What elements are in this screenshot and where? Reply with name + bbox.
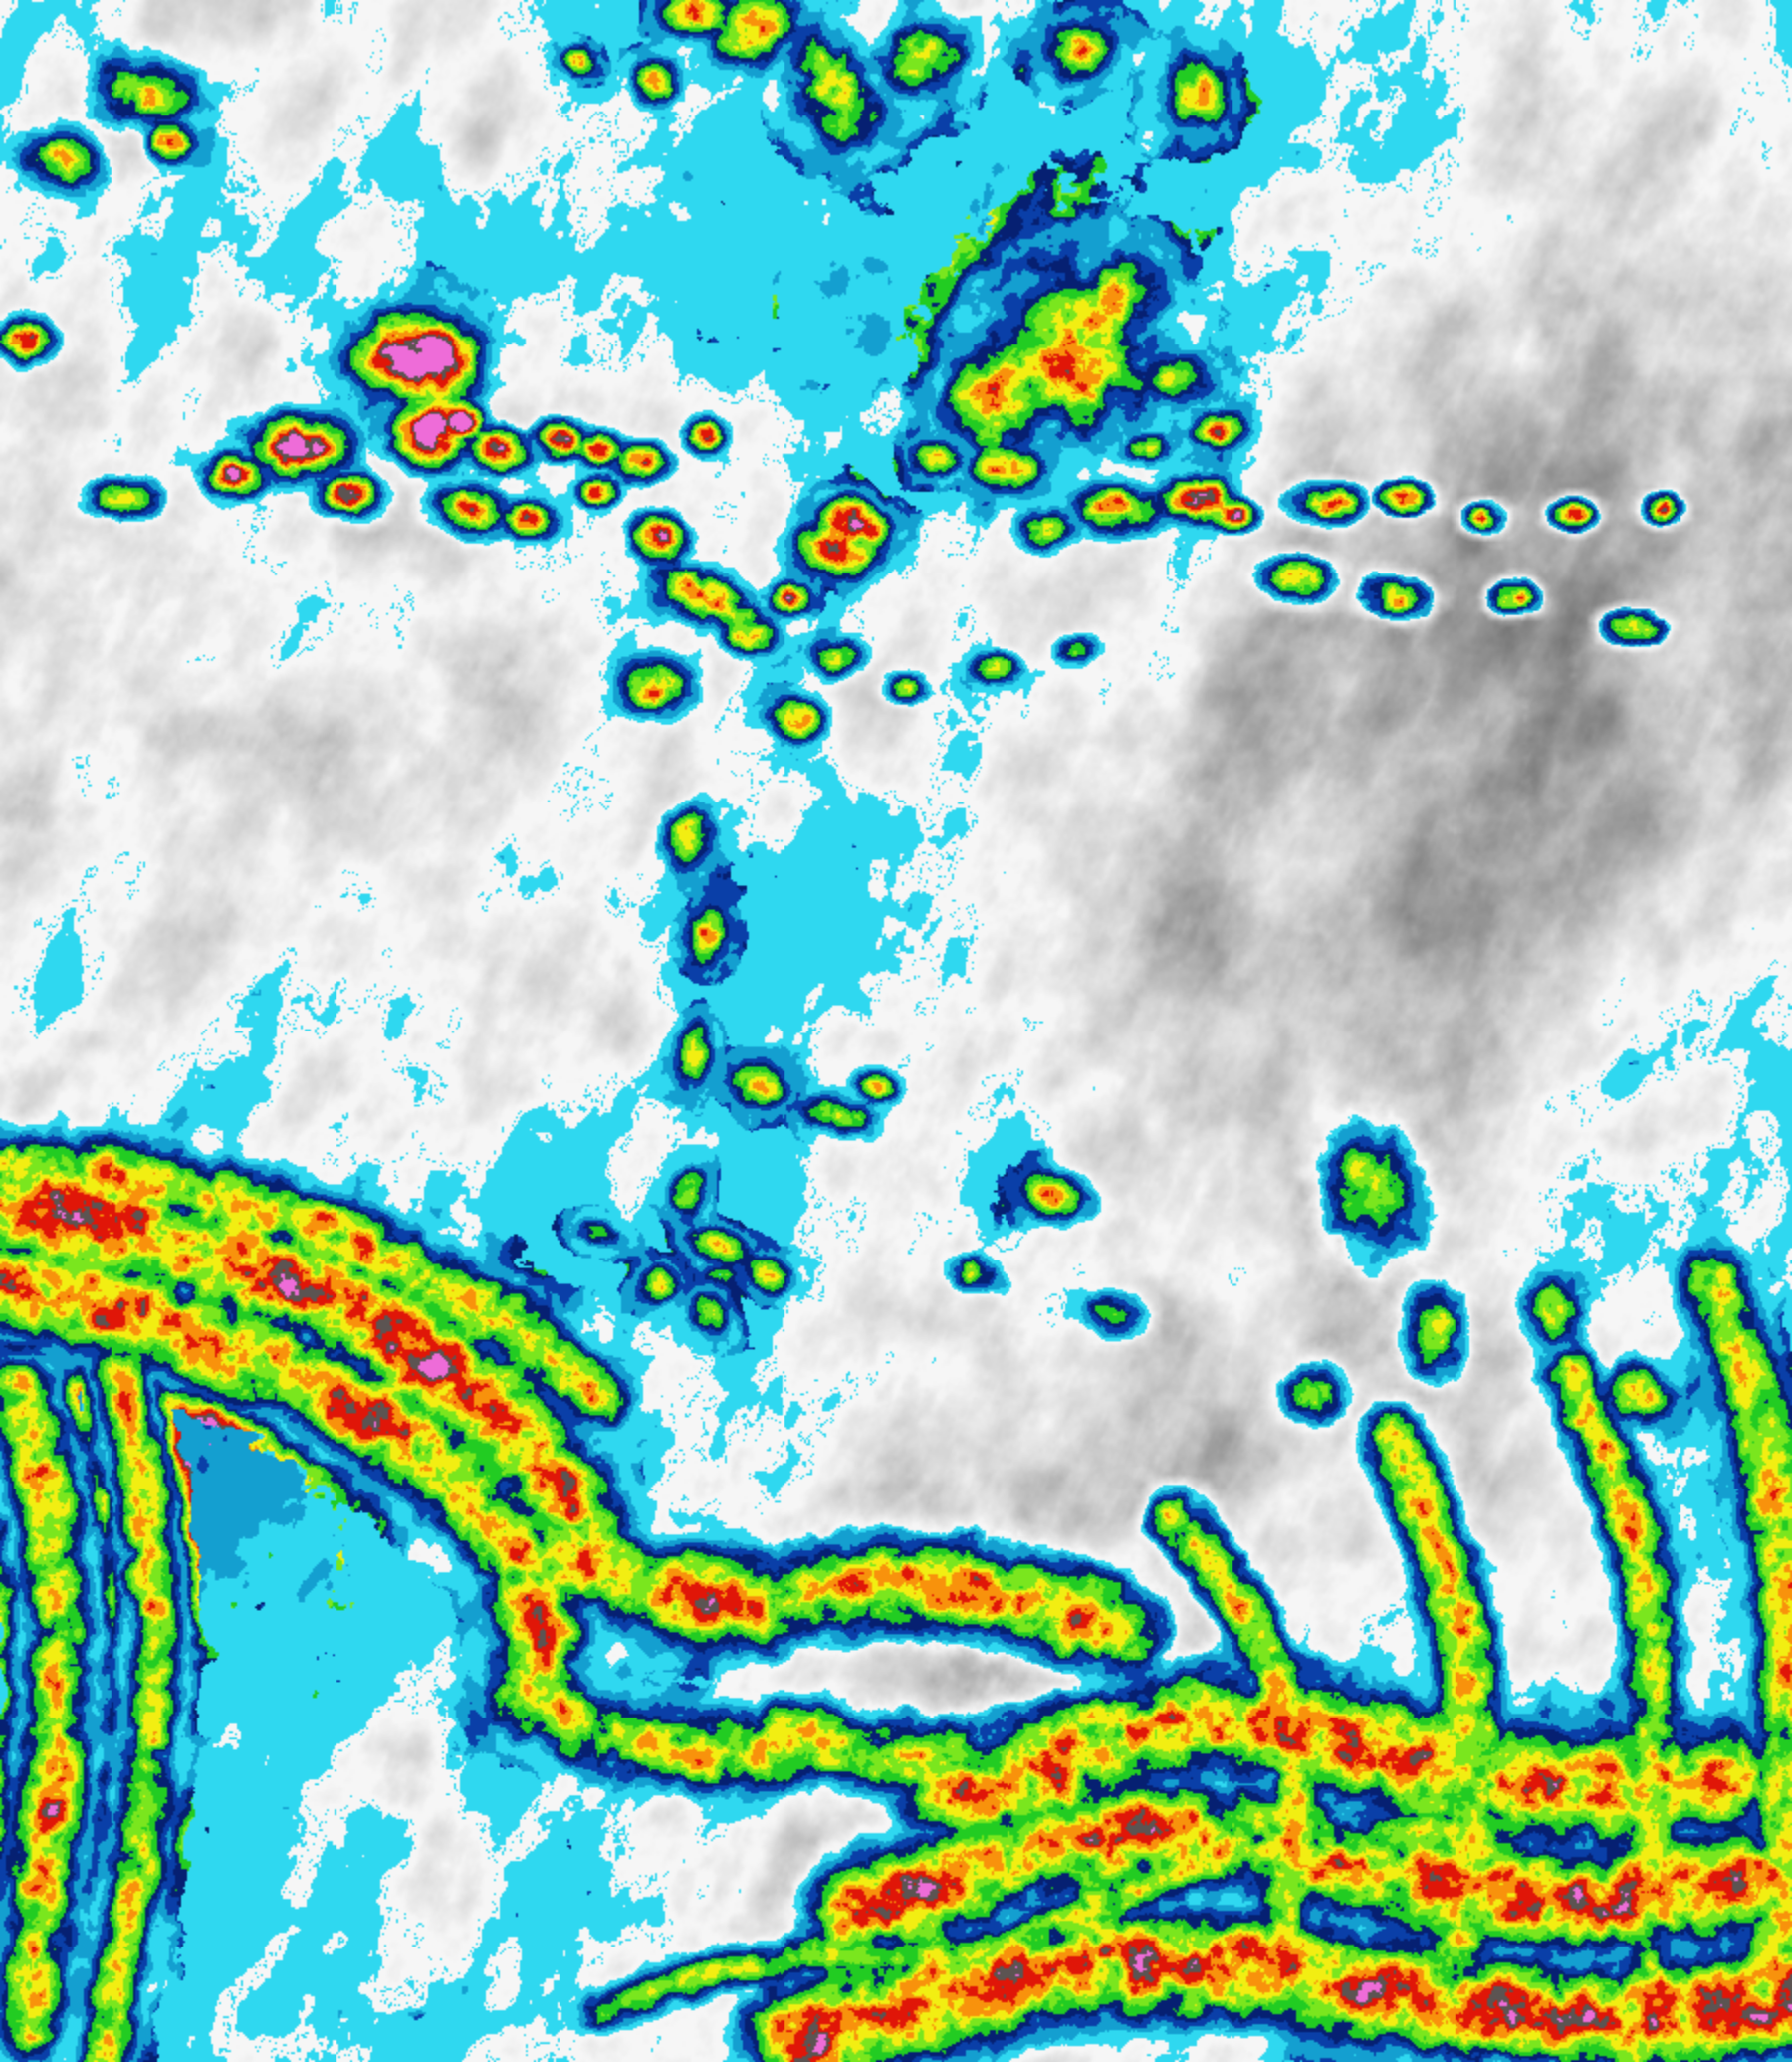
satellite-image-viewport [0, 0, 1792, 2062]
enhanced-ir-satellite-image [0, 0, 1792, 2062]
